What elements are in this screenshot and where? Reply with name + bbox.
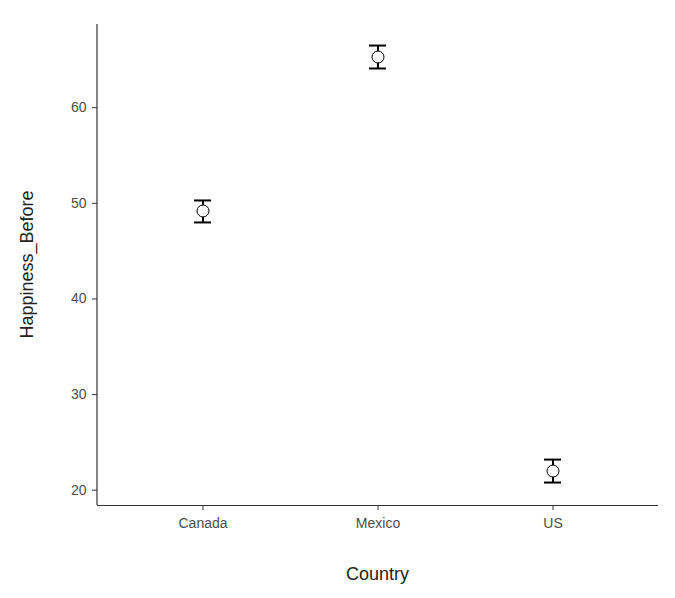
svg-text:Country: Country bbox=[346, 564, 409, 584]
svg-text:30: 30 bbox=[71, 386, 87, 402]
svg-text:Canada: Canada bbox=[178, 515, 227, 531]
svg-text:20: 20 bbox=[71, 482, 87, 498]
svg-text:Mexico: Mexico bbox=[356, 515, 401, 531]
svg-text:50: 50 bbox=[71, 195, 87, 211]
svg-text:US: US bbox=[543, 515, 562, 531]
svg-text:Happiness_Before: Happiness_Before bbox=[17, 190, 38, 338]
svg-text:60: 60 bbox=[71, 99, 87, 115]
svg-text:40: 40 bbox=[71, 290, 87, 306]
